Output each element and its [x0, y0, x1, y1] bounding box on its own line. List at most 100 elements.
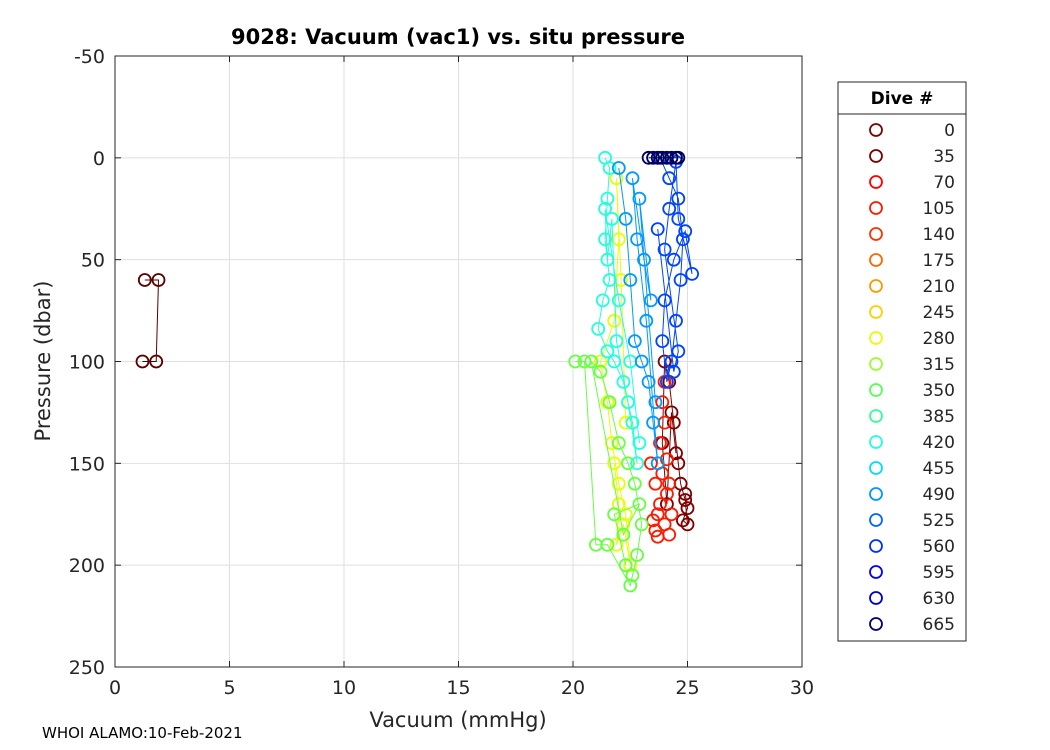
- legend-title: Dive #: [871, 89, 934, 109]
- y-tick-label: 150: [69, 453, 105, 475]
- data-point: [680, 501, 695, 516]
- data-point: [641, 374, 656, 389]
- data-point: [650, 150, 665, 165]
- data-point: [671, 211, 686, 226]
- chart-title: 9028: Vacuum (vac1) vs. situ pressure: [231, 25, 685, 49]
- legend: Dive # 0 35 70 105 140 175 210 245 280 315 350 385 4…: [837, 81, 967, 642]
- axis-ticks: 0 5 10 15 20 25 30 -50 0 50 100 150 200 250: [69, 46, 814, 699]
- data-point: [653, 436, 667, 450]
- data-point: [648, 476, 663, 491]
- data-point: [662, 476, 677, 491]
- data-point: [623, 558, 638, 573]
- data-point: [662, 171, 677, 186]
- legend-entries: 0 35 70 105 140 175 210 245 280 315 350 385 420 455 49…: [869, 121, 955, 635]
- y-tick-label: -50: [74, 46, 105, 68]
- data-point: [666, 415, 681, 430]
- legend-marker: [869, 201, 883, 215]
- data-point: [593, 364, 608, 379]
- data-point: [673, 273, 688, 287]
- legend-marker: [869, 539, 883, 553]
- series-line: [661, 361, 689, 526]
- data-point: [600, 537, 615, 552]
- data-point: [634, 517, 649, 532]
- x-tick-label: 5: [223, 677, 235, 699]
- data-point: [666, 364, 681, 379]
- data-point: [630, 456, 644, 471]
- y-tick-label: 0: [93, 148, 105, 170]
- data-point: [598, 201, 612, 216]
- data-point: [632, 436, 647, 450]
- data-point: [137, 273, 152, 287]
- data-point: [591, 321, 606, 336]
- data-point: [605, 211, 619, 226]
- legend-marker: [869, 461, 883, 475]
- data-point: [648, 395, 663, 410]
- data-point: [611, 476, 626, 491]
- data-point: [593, 354, 608, 369]
- data-point: [634, 354, 649, 369]
- legend-label: 385: [923, 407, 955, 427]
- legend-marker: [869, 253, 883, 267]
- legend-label: 665: [923, 615, 955, 635]
- data-point: [609, 334, 624, 349]
- data-point: [646, 415, 660, 430]
- data-point: [607, 507, 622, 522]
- data-point: [625, 171, 640, 186]
- series-4: [568, 354, 649, 593]
- data-point: [618, 558, 633, 573]
- data-point: [616, 517, 631, 532]
- data-point: [632, 191, 647, 206]
- data-point: [623, 578, 638, 593]
- series-8: [641, 150, 686, 165]
- data-point: [621, 456, 635, 471]
- data-point: [623, 273, 638, 287]
- data-point: [609, 537, 624, 552]
- legend-marker: [869, 123, 883, 137]
- data-point: [611, 293, 626, 308]
- legend-marker: [869, 175, 883, 189]
- x-tick-label: 15: [446, 677, 470, 699]
- data-point: [650, 222, 665, 237]
- series-0: [135, 273, 166, 369]
- data-point: [595, 293, 610, 308]
- data-point: [650, 456, 665, 471]
- data-point: [625, 568, 640, 583]
- legend-label: 210: [923, 277, 955, 297]
- data-point: [577, 354, 592, 369]
- data-point: [655, 150, 670, 165]
- data-point: [611, 161, 626, 175]
- legend-label: 140: [923, 225, 955, 245]
- data-point: [568, 354, 583, 369]
- data-point: [607, 354, 622, 369]
- data-point: [600, 191, 615, 206]
- series-layer: [135, 150, 699, 593]
- legend-label: 595: [923, 563, 955, 583]
- legend-marker: [869, 487, 883, 501]
- data-point: [669, 313, 683, 328]
- data-point: [680, 517, 695, 532]
- data-point: [149, 354, 164, 369]
- data-point: [650, 529, 665, 544]
- data-point: [600, 344, 615, 359]
- data-point: [644, 293, 658, 308]
- legend-marker: [869, 227, 883, 241]
- data-point: [657, 293, 672, 308]
- data-point: [621, 395, 635, 410]
- legend-label: 105: [923, 199, 955, 219]
- data-point: [639, 313, 654, 328]
- legend-label: 525: [923, 511, 955, 531]
- legend-marker: [869, 513, 883, 527]
- data-point: [598, 232, 612, 247]
- data-point: [602, 395, 617, 410]
- data-point: [646, 150, 660, 165]
- data-point: [600, 252, 615, 267]
- legend-label: 315: [923, 355, 955, 375]
- data-point: [135, 354, 150, 369]
- data-point: [618, 415, 633, 430]
- legend-marker: [869, 357, 883, 371]
- data-point: [602, 273, 617, 287]
- y-tick-label: 200: [69, 555, 105, 577]
- legend-label: 35: [933, 147, 955, 167]
- data-point: [660, 486, 674, 501]
- legend-marker: [869, 149, 883, 163]
